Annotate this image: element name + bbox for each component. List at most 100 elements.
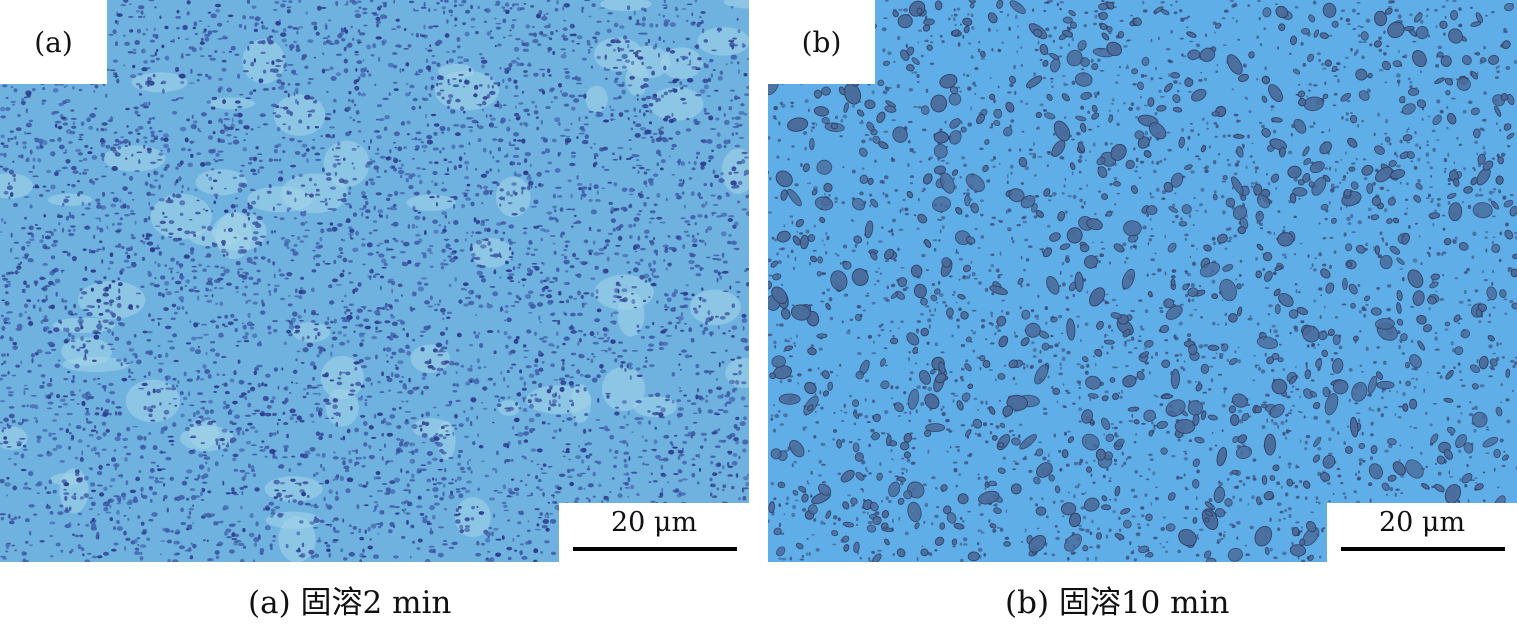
fine-particle [226, 492, 232, 495]
fine-particle [329, 126, 335, 129]
fine-particle [619, 25, 625, 29]
fine-particle [133, 252, 138, 257]
fine-particle [489, 90, 496, 95]
fine-particle [443, 508, 448, 511]
fine-particle [82, 308, 90, 312]
fine-particle [135, 304, 140, 309]
fine-particle [5, 542, 11, 548]
fine-particle [517, 431, 524, 438]
fine-particle [90, 482, 96, 487]
fine-particle [524, 41, 530, 47]
fine-particle [454, 238, 459, 243]
fine-particle [502, 18, 507, 24]
fine-particle [658, 347, 665, 350]
fine-particle [132, 51, 137, 55]
fine-particle [136, 138, 140, 143]
fine-particle [193, 411, 196, 418]
fine-particle [177, 96, 185, 100]
fine-particle [631, 299, 636, 304]
fine-particle [329, 66, 334, 70]
fine-particle [210, 319, 216, 324]
fine-particle [383, 443, 386, 448]
fine-particle [253, 256, 259, 260]
fine-particle [628, 187, 635, 193]
fine-particle [316, 453, 321, 457]
fine-particle [410, 416, 417, 420]
fine-particle [489, 168, 493, 172]
fine-particle [128, 348, 135, 352]
fine-particle [741, 313, 747, 318]
fine-particle [313, 183, 317, 186]
fine-particle [37, 454, 44, 457]
fine-particle [289, 46, 293, 51]
fine-particle [340, 548, 344, 553]
fine-particle [534, 528, 541, 531]
fine-particle [141, 256, 146, 261]
fine-particle [23, 280, 27, 286]
fine-particle [732, 373, 739, 376]
fine-particle [374, 505, 377, 511]
fine-particle [457, 61, 464, 64]
fine-particle [365, 216, 370, 219]
fine-particle [313, 505, 319, 509]
fine-particle [343, 305, 349, 309]
fine-particle [331, 226, 338, 232]
fine-particle [107, 267, 111, 270]
fine-particle [214, 265, 220, 268]
fine-particle [328, 433, 333, 439]
fine-particle [648, 393, 654, 398]
fine-particle [571, 40, 575, 43]
fine-particle [457, 56, 464, 59]
fine-particle [322, 52, 325, 56]
fine-particle [479, 186, 483, 189]
fine-particle [610, 109, 616, 111]
fine-particle [448, 58, 454, 63]
fine-particle [720, 172, 724, 176]
fine-particle [367, 545, 373, 550]
fine-particle [495, 552, 502, 557]
fine-particle [386, 360, 389, 363]
fine-particle [292, 311, 298, 317]
fine-particle [397, 391, 403, 394]
fine-particle [314, 402, 321, 406]
fine-particle [580, 447, 587, 453]
fine-particle [197, 345, 200, 349]
fine-particle [636, 19, 640, 24]
fine-particle [326, 548, 331, 553]
fine-particle [278, 159, 281, 162]
fine-particle [370, 139, 372, 144]
fine-particle [286, 9, 291, 14]
fine-particle [414, 145, 420, 150]
fine-particle [536, 302, 544, 307]
fine-particle [199, 47, 203, 51]
fine-particle [314, 553, 320, 558]
fine-particle [736, 61, 740, 65]
fine-particle [525, 365, 532, 369]
fine-particle [603, 168, 610, 171]
fine-particle [596, 55, 601, 60]
fine-particle [722, 270, 729, 274]
fine-particle [223, 187, 227, 190]
fine-particle [554, 7, 559, 12]
fine-particle [298, 26, 303, 29]
fine-particle [148, 413, 153, 418]
fine-particle [287, 25, 293, 29]
fine-particle [77, 512, 83, 516]
fine-particle [452, 390, 458, 393]
fine-particle [671, 292, 677, 298]
fine-particle [407, 44, 412, 48]
micrograph-panel-a: (a) 20 μm [0, 0, 749, 562]
fine-particle [556, 0, 559, 5]
fine-particle [665, 394, 671, 399]
fine-particle [742, 498, 747, 501]
fine-particle [419, 513, 425, 516]
fine-particle [513, 132, 520, 137]
fine-particle [376, 244, 381, 247]
fine-particle [645, 110, 650, 113]
fine-particle [208, 176, 213, 181]
fine-particle [242, 324, 247, 330]
fine-particle [79, 296, 84, 300]
fine-particle [356, 308, 363, 313]
fine-particle [549, 519, 557, 524]
fine-particle [29, 204, 33, 209]
